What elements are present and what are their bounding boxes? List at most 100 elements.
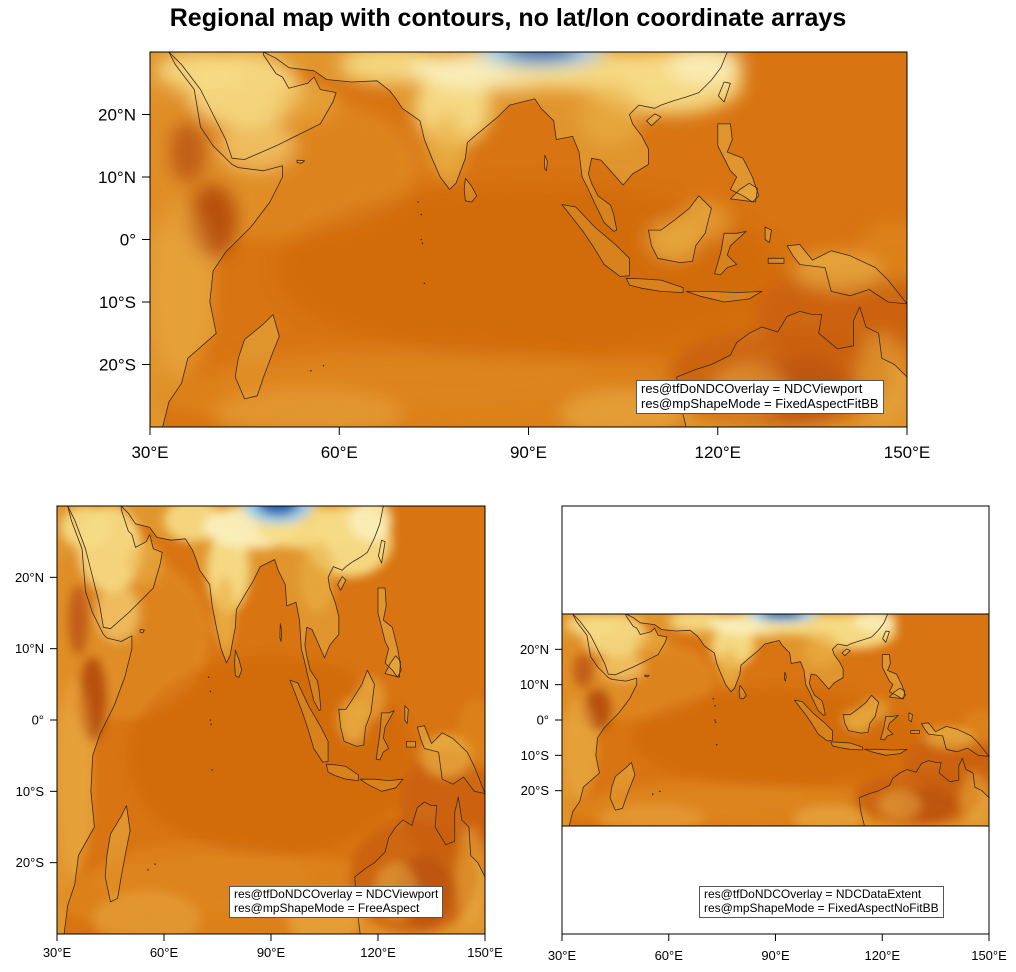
field-blob — [578, 83, 643, 146]
lon-tick-label: 60°E — [321, 443, 358, 462]
field-blob — [633, 631, 669, 653]
annotation-bottom-right: res@tfDoNDCOverlay = NDCDataExtent res@m… — [699, 886, 944, 918]
field-blob — [718, 649, 740, 685]
coastline-halmahera — [764, 226, 772, 244]
coastline-socotra — [644, 674, 650, 678]
coastline-africa — [150, 52, 283, 427]
field-blob — [168, 120, 207, 184]
coastline-new-guinea — [921, 722, 989, 757]
coastline-sumatra — [794, 699, 833, 742]
contour-field — [57, 506, 485, 934]
field-blob — [762, 614, 804, 619]
field-blob — [860, 698, 890, 721]
island-dot — [659, 790, 661, 793]
field-blob — [427, 114, 466, 177]
field-blob — [878, 790, 922, 819]
field-blob — [57, 677, 93, 877]
lon-tick-label: 150°E — [467, 945, 503, 960]
annotation-br-line2: res@mpShapeMode = FixedAspectNoFitBB — [704, 900, 939, 915]
coastlines — [562, 614, 989, 826]
field-blob — [565, 614, 616, 636]
lat-tick-label: 10°N — [15, 641, 44, 656]
coastline-seram — [910, 730, 920, 734]
island-dot — [310, 369, 312, 372]
island-dot — [421, 242, 424, 245]
coastline-hainan — [646, 113, 662, 127]
lon-tick-label: 30°E — [131, 443, 168, 462]
coastline-australia — [354, 796, 485, 934]
coastline-sumatra — [289, 679, 329, 763]
lat-tick-label: 20°S — [521, 783, 550, 798]
coastline-halmahera — [908, 712, 913, 723]
viewport-lon-tick-label: 150°E — [971, 948, 1007, 963]
coastline-java — [830, 741, 864, 751]
coastline-seram — [406, 741, 416, 748]
coastline-taiwan — [377, 539, 386, 564]
lon-tick-label: 60°E — [150, 945, 179, 960]
lon-tick-label: 90°E — [257, 945, 286, 960]
coastline-andaman — [279, 623, 283, 642]
island-dot — [209, 690, 212, 693]
coastline-sulawesi — [714, 230, 747, 275]
field-blob — [356, 677, 386, 720]
lat-tick-label: 0° — [537, 713, 549, 728]
coastline-mindanao-extra — [889, 687, 906, 700]
coastlines — [57, 506, 485, 934]
map-plot-area — [562, 614, 989, 826]
coastline-sri-lanka — [234, 649, 243, 678]
land-hainan — [646, 113, 661, 126]
island-dot — [417, 201, 419, 203]
annotation-bl-line2: res@mpShapeMode = FreeAspect — [234, 900, 420, 915]
field-blob — [633, 688, 918, 788]
field-blob — [504, 52, 578, 61]
annotation-bottom-left: res@tfDoNDCOverlay = NDCViewport res@mpS… — [229, 886, 444, 918]
coastline-socotra — [296, 159, 306, 164]
coastline-hainan — [841, 648, 851, 657]
land-philippines — [882, 654, 906, 699]
island-dot — [715, 743, 718, 746]
coastline-socotra — [139, 629, 145, 634]
land-philippines — [378, 588, 402, 678]
coastline-arabia — [67, 506, 163, 630]
annotation-top-line1: res@tfDoNDCOverlay = NDCViewport — [641, 381, 863, 396]
island-dot — [211, 769, 213, 771]
viewport-lon-tick-label: 120°E — [864, 948, 900, 963]
coastline-africa — [57, 506, 133, 934]
field-blob — [960, 773, 989, 823]
island-dot — [714, 721, 717, 723]
island-dot — [714, 719, 716, 721]
island-dot — [147, 869, 149, 871]
island-dot — [651, 793, 654, 795]
coastline-borneo — [648, 195, 712, 264]
coastline-arabia — [572, 614, 668, 676]
coastline-australia — [676, 306, 907, 427]
lon-tick-label: 120°E — [694, 443, 741, 462]
coastline-philippines — [377, 587, 402, 678]
island-dot — [420, 213, 423, 216]
coastline-java — [325, 763, 359, 781]
field-blob — [803, 631, 840, 667]
coastlines — [150, 52, 907, 427]
field-blob — [299, 541, 336, 613]
lat-tick-label: 10°N — [520, 677, 549, 692]
contour-field — [562, 614, 989, 826]
annotation-top: res@tfDoNDCOverlay = NDCViewport res@mpS… — [636, 380, 884, 414]
coastline-africa — [562, 614, 638, 826]
field-blob — [128, 655, 414, 856]
land-hainan — [337, 576, 346, 591]
coastline-halmahera — [404, 705, 409, 724]
field-blob — [924, 727, 975, 749]
island-dot — [423, 282, 426, 285]
coastline-new-guinea — [416, 725, 485, 794]
field-blob — [276, 83, 340, 121]
island-dot — [420, 238, 423, 241]
coastline-sulawesi — [880, 715, 899, 741]
viewport-lon-tick-label: 90°E — [761, 948, 790, 963]
annotation-top-line2: res@mpShapeMode = FixedAspectFitBB — [641, 395, 879, 411]
coastline-australia — [858, 757, 989, 826]
field-blob — [747, 614, 818, 623]
coastline-hainan — [337, 576, 347, 591]
lat-tick-label: 20°S — [99, 355, 136, 374]
coastline-andaman — [784, 671, 787, 682]
coastline-asia — [625, 614, 888, 716]
